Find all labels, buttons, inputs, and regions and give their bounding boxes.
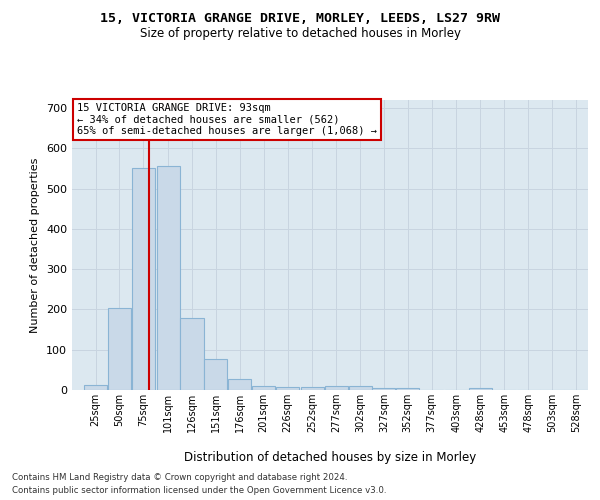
Text: Size of property relative to detached houses in Morley: Size of property relative to detached ho… — [139, 28, 461, 40]
Bar — [469, 388, 492, 390]
Y-axis label: Number of detached properties: Number of detached properties — [31, 158, 40, 332]
Bar — [132, 168, 155, 390]
Bar — [396, 388, 419, 390]
Bar — [276, 387, 299, 390]
Text: Contains public sector information licensed under the Open Government Licence v3: Contains public sector information licen… — [12, 486, 386, 495]
Bar — [205, 358, 227, 390]
Bar — [84, 385, 107, 390]
Bar — [157, 166, 180, 390]
Text: 15 VICTORIA GRANGE DRIVE: 93sqm
← 34% of detached houses are smaller (562)
65% o: 15 VICTORIA GRANGE DRIVE: 93sqm ← 34% of… — [77, 103, 377, 136]
Bar — [252, 386, 275, 390]
Text: 15, VICTORIA GRANGE DRIVE, MORLEY, LEEDS, LS27 9RW: 15, VICTORIA GRANGE DRIVE, MORLEY, LEEDS… — [100, 12, 500, 26]
Bar — [325, 386, 348, 390]
Bar — [108, 308, 131, 390]
Bar — [301, 387, 324, 390]
Bar — [349, 386, 371, 390]
Bar — [228, 379, 251, 390]
Text: Distribution of detached houses by size in Morley: Distribution of detached houses by size … — [184, 451, 476, 464]
Text: Contains HM Land Registry data © Crown copyright and database right 2024.: Contains HM Land Registry data © Crown c… — [12, 474, 347, 482]
Bar — [373, 388, 395, 390]
Bar — [181, 318, 203, 390]
